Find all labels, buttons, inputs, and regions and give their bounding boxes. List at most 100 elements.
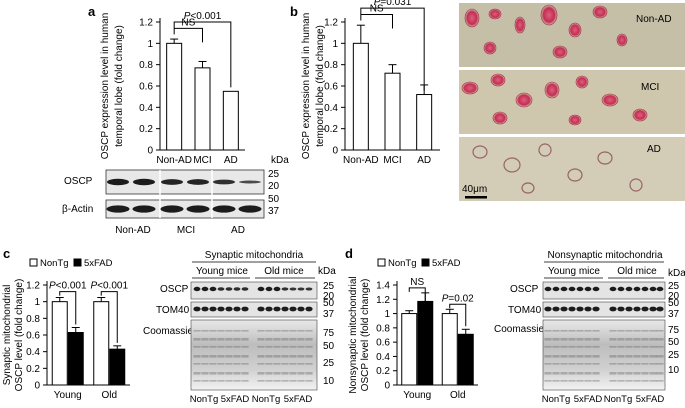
stained-cell [567,168,583,182]
chart-d: 0 0.2 0.4 0.6 0.8 1 1.2 1.4 Nonsynaptic mitochon… [348,258,478,401]
y-tick-label: 0.2 [26,364,40,375]
blot-band [193,286,201,292]
bar [417,300,434,386]
coomassie-band [265,346,273,348]
panel-letter-d: d [345,246,353,261]
y-axis-label: temporal lobe (fold change) [315,25,326,147]
panel-letter-c: c [3,246,10,261]
blot-band [212,205,236,213]
significance-bracket [173,27,203,43]
coomassie-band [209,346,217,348]
blot-band [186,205,210,213]
coomassie-band [576,363,584,365]
bar [194,67,211,151]
legend-label: NonTg [388,258,417,269]
y-tick-label: 0.8 [139,60,153,71]
coomassie-band [201,330,209,332]
coomassie-band [617,380,625,382]
coomassie-band [233,330,241,332]
coomassie-band [305,338,313,341]
y-axis-label: OSCP expression level in human [301,13,312,160]
blot-band [217,306,225,312]
coomassie-band [241,363,249,365]
coomassie-band [265,338,273,341]
coomassie-band [609,372,617,375]
coomassie-band [576,380,584,382]
coomassie-band [305,355,313,358]
blot-band [297,287,305,291]
coomassie-band [633,338,641,341]
coomassie-band [584,355,592,358]
blot-band [209,286,217,292]
significance-bracket [59,291,77,325]
coomassie-band [193,346,201,348]
coomassie-band [193,355,201,358]
blot-c-marker: 10 [323,376,335,387]
coomassie-band [217,346,225,348]
blot-d-bottom-label: 5xFAD [574,394,603,405]
coomassie-band [273,330,281,332]
coomassie-band [641,330,649,332]
coomassie-band [281,346,289,348]
coomassie-band [289,363,297,365]
blot-d-bottom-label: NonTg [542,394,571,405]
blot-c-marker: 25 [323,281,335,292]
x-tick-label: Non-AD [156,155,192,166]
stained-cell [472,145,488,159]
blot-band [193,306,201,312]
blot-c-marker: 25 [323,358,335,369]
y-tick-label: 0.4 [26,347,40,358]
legend-swatch [421,258,430,267]
blot-a-row-label: β-Actin [62,204,93,215]
blot-d-group: Old mice [617,266,657,277]
stained-cell [488,8,502,20]
coomassie-band [305,380,313,382]
coomassie-band [257,355,265,358]
coomassie-band [656,355,664,358]
significance-bracket [100,291,118,343]
blot-band [201,286,209,292]
coomassie-band [225,380,233,382]
blot-d-row-label: TOM40 [508,305,542,316]
coomassie-band [544,363,552,365]
stained-cell [568,114,582,126]
coomassie-band [625,363,633,365]
coomassie-band [281,330,289,332]
significance-label: P=0.02 [442,293,474,304]
coomassie-band [584,330,592,332]
coomassie-band [560,355,568,358]
coomassie-band [649,355,657,358]
y-tick-label: 1 [384,309,390,320]
blot-band [238,205,262,213]
coomassie-band [209,330,217,332]
y-axis-label: OSCP level (fold change) [360,279,371,392]
coomassie-band [617,330,625,332]
coomassie-band [656,372,664,375]
coomassie-band [273,346,281,348]
blot-band [656,306,664,312]
significance-label: P<0.001 [90,281,128,292]
coomassie-band [241,346,249,348]
coomassie-band [193,380,201,382]
blot-c-row-label: OSCP [160,284,189,295]
blot-c-row-label: Coomassie [143,326,193,337]
coomassie-band [225,372,233,375]
coomassie-band [552,363,560,365]
blot-band [257,286,265,292]
coomassie-band [544,346,552,348]
y-axis-label: temporal lobe (fold change) [114,25,125,147]
coomassie-band [592,372,600,375]
blot-d-marker: 20 [668,291,680,302]
significance-bracket [360,14,393,29]
blot-band [560,306,568,312]
blot-d-marker: 50 [668,337,680,348]
coomassie-band [225,338,233,341]
blot-band [241,287,249,291]
coomassie-band [609,380,617,382]
coomassie-band [225,355,233,358]
coomassie-band [625,338,633,341]
coomassie-band [297,330,305,332]
blot-a-actin-strip [105,199,265,219]
coomassie-band [257,372,265,375]
blot-d-marker: 25 [668,350,680,361]
